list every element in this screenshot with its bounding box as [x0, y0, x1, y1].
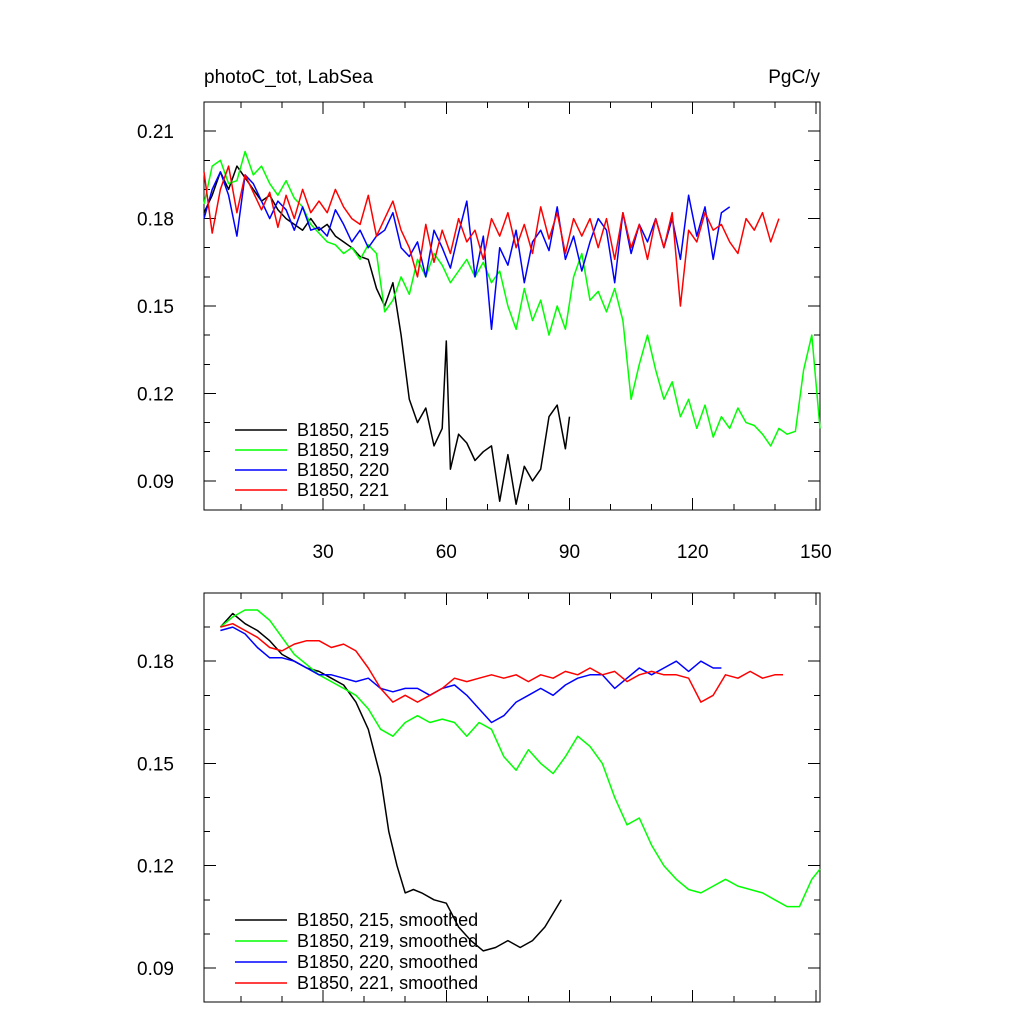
series-line: [203, 165, 780, 307]
y-tick-label: 0.09: [137, 959, 174, 980]
chart-title: photoC_tot, LabSea: [204, 67, 373, 88]
legend-label: B1850, 215, smoothed: [297, 910, 478, 930]
y-tick-label: 0.12: [137, 857, 174, 878]
x-tick-label: 30: [313, 542, 334, 563]
legend-label: B1850, 215: [297, 420, 389, 440]
y-tick-label: 0.15: [137, 754, 174, 775]
legend-label: B1850, 221: [297, 480, 389, 500]
y-tick-label: 0.09: [137, 472, 174, 493]
legend-label: B1850, 220: [297, 460, 389, 480]
x-tick-label: 90: [559, 542, 580, 563]
series-line: [219, 609, 821, 908]
top-panel: 30 60 90 120 150 0.09 0.12 0.15 0.18 0.21 B1850, 2…: [137, 101, 832, 563]
series-line: [219, 612, 562, 952]
series-line: [220, 626, 722, 724]
units-label: PgC/y: [768, 67, 820, 88]
series-line: [203, 171, 731, 331]
y-tick-label: 0.21: [137, 122, 174, 143]
legend-label: B1850, 219, smoothed: [297, 931, 478, 951]
x-tick-label: 60: [436, 542, 457, 563]
legend-label: B1850, 221, smoothed: [297, 973, 478, 993]
series-line: [220, 622, 783, 703]
series-line: [203, 150, 821, 447]
y-tick-label: 0.15: [137, 297, 174, 318]
x-tick-label: 120: [677, 542, 709, 563]
y-tick-label: 0.18: [137, 210, 174, 231]
legend-label: B1850, 220, smoothed: [297, 952, 478, 972]
y-tick-label: 0.18: [137, 652, 174, 673]
legend-label: B1850, 219: [297, 440, 389, 460]
x-tick-label: 150: [800, 542, 832, 563]
y-tick-label: 0.12: [137, 384, 174, 405]
